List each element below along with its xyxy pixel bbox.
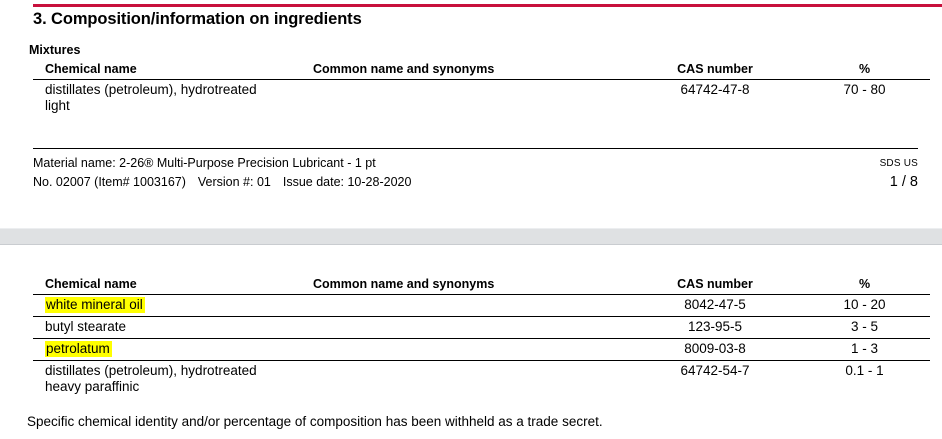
table-row: white mineral oil 8042-47-5 10 - 20 (33, 294, 930, 317)
chemical-name-text-highlighted: petrolatum (45, 340, 112, 357)
chemical-name-line-1: distillates (petroleum), hydrotreated (45, 362, 257, 378)
footer-issue-date: Issue date: 10-28-2020 (282, 175, 412, 189)
column-header-common-name: Common name and synonyms (313, 62, 631, 80)
cell-common-name (313, 294, 631, 317)
chemical-name-text: distillates (petroleum), hydrotreated he… (45, 363, 257, 395)
footer-version: Version #: 01 (197, 175, 271, 189)
cell-cas-number: 123-95-5 (631, 316, 799, 339)
page-title: 3. Composition/information on ingredient… (33, 10, 362, 28)
cell-common-name (313, 338, 631, 361)
column-header-chemical-name: Chemical name (33, 62, 313, 80)
chemical-name-line-2: heavy paraffinic (45, 378, 140, 394)
footer-right-text: SDS US 1 / 8 (880, 154, 918, 192)
table-head: Chemical name Common name and synonyms C… (33, 62, 930, 80)
column-header-cas-number: CAS number (631, 62, 799, 80)
footer-sds-region: SDS US (879, 158, 918, 169)
cell-cas-number: 8042-47-5 (631, 294, 799, 317)
table-header-row: Chemical name Common name and synonyms C… (33, 277, 930, 295)
table-header-row: Chemical name Common name and synonyms C… (33, 62, 930, 80)
cell-common-name (313, 360, 631, 397)
composition-table-top: Chemical name Common name and synonyms C… (33, 62, 930, 117)
chemical-name-text: butyl stearate (45, 318, 127, 334)
chemical-name-line-1: distillates (petroleum), hydrotreated (45, 82, 257, 97)
table-row: butyl stearate 123-95-5 3 - 5 (33, 316, 930, 339)
chemical-name-line-2: light (45, 97, 70, 113)
cell-common-name (313, 316, 631, 339)
cell-percent: 0.1 - 1 (845, 362, 884, 378)
column-header-common-name: Common name and synonyms (313, 277, 631, 295)
cell-chemical-name: distillates (petroleum), hydrotreated li… (33, 80, 313, 117)
composition-table-bottom: Chemical name Common name and synonyms C… (33, 277, 930, 398)
column-header-chemical-name: Chemical name (33, 277, 313, 295)
cell-common-name (313, 80, 631, 117)
mixtures-subheading: Mixtures (29, 43, 81, 57)
cell-chemical-name: petrolatum (33, 338, 313, 361)
column-header-percent: % (799, 277, 930, 295)
table-head: Chemical name Common name and synonyms C… (33, 277, 930, 295)
table-row: distillates (petroleum), hydrotreated li… (33, 80, 930, 117)
column-header-percent: % (799, 62, 930, 80)
chemical-name-text-highlighted: white mineral oil (45, 297, 145, 313)
trade-secret-note: Specific chemical identity and/or percen… (27, 414, 603, 429)
cell-percent: 10 - 20 (799, 294, 930, 317)
footer-left-text: Material name: 2-26® Multi-Purpose Preci… (33, 154, 411, 192)
cell-percent: 3 - 5 (799, 316, 930, 339)
cell-cas-number: 8009-03-8 (631, 338, 799, 361)
cell-chemical-name: butyl stearate (33, 316, 313, 339)
cell-percent: 70 - 80 (843, 82, 886, 97)
footer-doc-number: No. 02007 (Item# 1003167) (33, 175, 186, 189)
chemical-name-text: distillates (petroleum), hydrotreated li… (45, 82, 257, 114)
column-header-cas-number: CAS number (631, 277, 799, 295)
cell-cas-number: 64742-54-7 (680, 362, 750, 378)
table-row: petrolatum 8009-03-8 1 - 3 (33, 338, 930, 361)
section-accent-rule (33, 4, 942, 7)
document-footer: Material name: 2-26® Multi-Purpose Preci… (33, 148, 918, 198)
cell-cas-number: 64742-47-8 (680, 82, 750, 97)
footer-material-name: Material name: 2-26® Multi-Purpose Preci… (33, 156, 376, 170)
cell-percent: 1 - 3 (799, 338, 930, 361)
footer-page-indicator: 1 / 8 (889, 174, 918, 190)
table-body: white mineral oil 8042-47-5 10 - 20 buty… (33, 294, 930, 398)
cell-chemical-name: white mineral oil (33, 294, 313, 317)
table-row: distillates (petroleum), hydrotreated he… (33, 360, 930, 397)
page-separator-band (0, 228, 942, 245)
table-body: distillates (petroleum), hydrotreated li… (33, 80, 930, 117)
cell-chemical-name: distillates (petroleum), hydrotreated he… (33, 360, 313, 397)
footer-meta-line: No. 02007 (Item# 1003167) Version #: 01 Is… (33, 173, 411, 192)
